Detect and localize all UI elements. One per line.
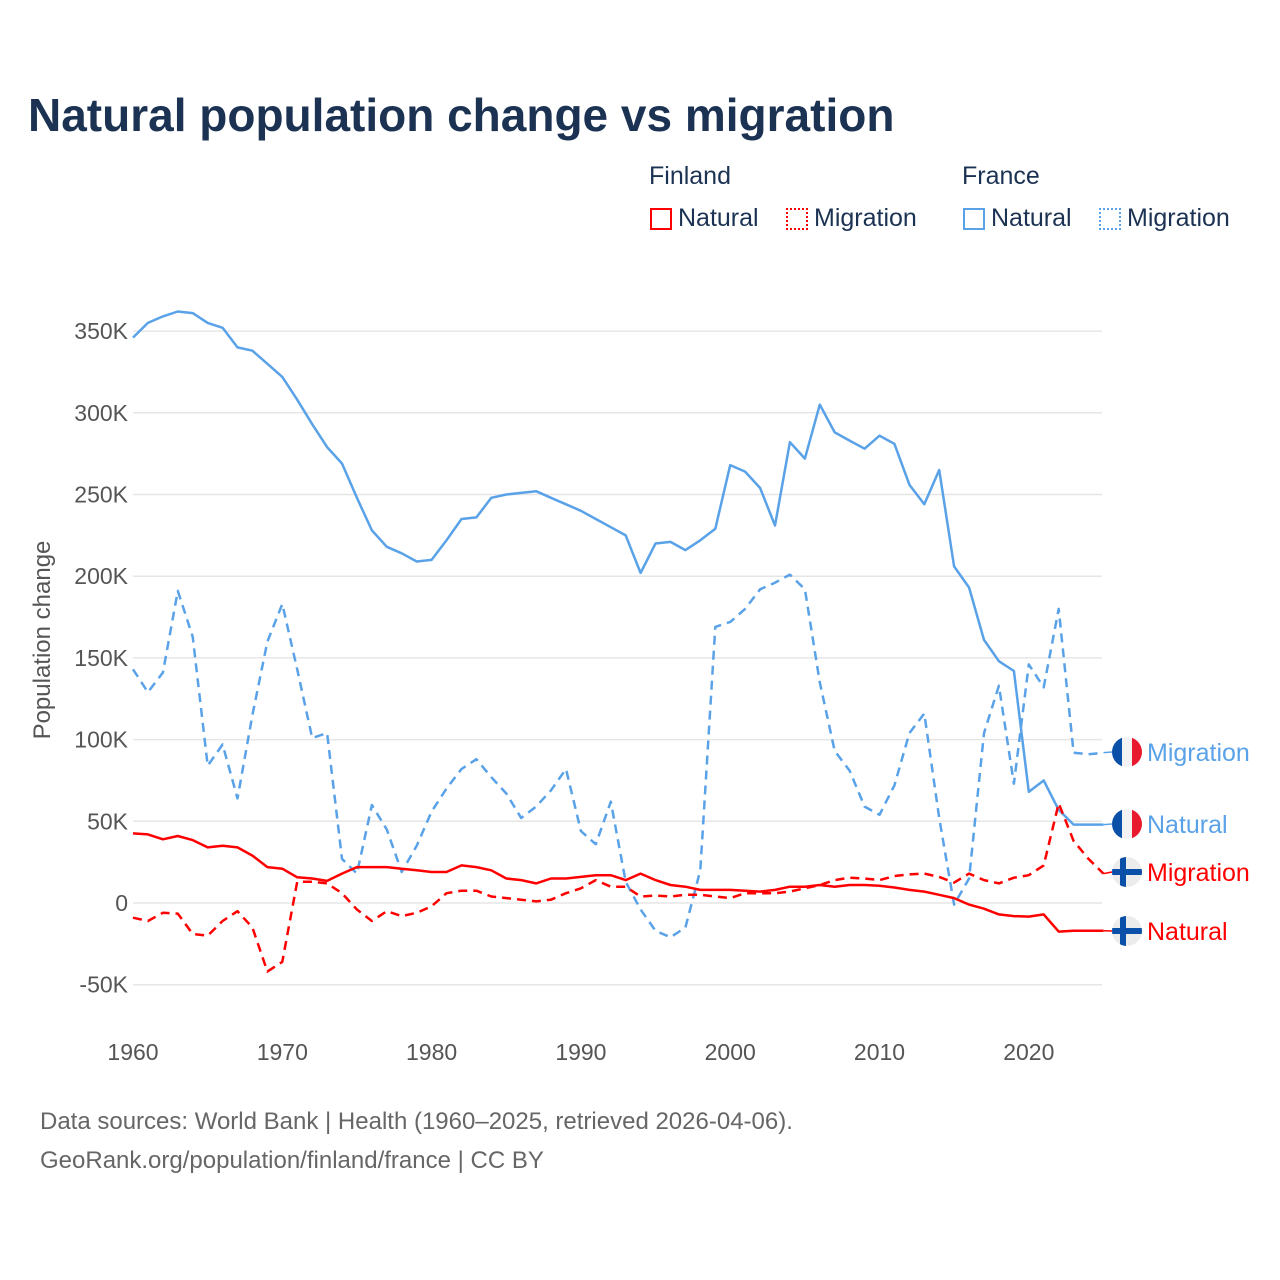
x-tick-label: 2010 (854, 1039, 905, 1065)
end-label: Migration (1147, 859, 1250, 887)
series-line-finland-migration (132, 802, 1105, 973)
leader-line (1103, 823, 1113, 826)
x-tick-label: 2000 (705, 1039, 756, 1065)
legend-label: Natural (678, 204, 759, 232)
y-axis-label: Population change (29, 541, 56, 740)
y-tick-label: 100K (74, 727, 128, 753)
flag-cross (1112, 928, 1142, 934)
x-tick-label: 1960 (107, 1039, 158, 1065)
x-tick-label: 1990 (555, 1039, 606, 1065)
solid-swatch-icon (650, 207, 672, 230)
y-tick-label: 250K (74, 482, 128, 508)
flag-stripe (1122, 809, 1132, 839)
footer-sources: Data sources: World Bank | Health (1960–… (40, 1108, 793, 1135)
end-label: Natural (1147, 918, 1228, 946)
finland-flag-icon (1112, 857, 1142, 887)
y-tick-label: 150K (74, 645, 128, 671)
y-tick-label: -50K (79, 972, 128, 998)
flag-body (1112, 809, 1142, 839)
france-flag-icon (1112, 737, 1142, 767)
legend-finland-migration[interactable]: Migration (786, 204, 917, 233)
finland-flag-icon (1112, 916, 1142, 946)
footer-link[interactable]: GeoRank.org/population/finland/france | … (40, 1147, 544, 1174)
solid-swatch-icon (963, 207, 985, 230)
series-line-france-migration (131, 573, 1104, 939)
legend-finland-natural[interactable]: Natural (650, 204, 759, 233)
y-tick-label: 50K (87, 808, 129, 834)
series-line-finland-natural (132, 832, 1104, 933)
flag-cross (1120, 857, 1126, 887)
end-label: Migration (1147, 739, 1250, 767)
y-tick-label: 350K (74, 318, 128, 344)
legend-france-natural[interactable]: Natural (963, 204, 1072, 233)
dotted-swatch-icon (786, 207, 808, 230)
legend-label: Natural (991, 204, 1072, 232)
x-tick-label: 1980 (406, 1039, 457, 1065)
legend-label: Migration (814, 204, 917, 232)
flag-stripe (1132, 737, 1142, 767)
y-tick-label: 300K (74, 400, 128, 426)
flag-stripe (1132, 809, 1142, 839)
flag-stripe (1112, 809, 1122, 839)
flag-stripe (1112, 737, 1122, 767)
legend-group-france: France (962, 162, 1040, 190)
france-flag-icon (1112, 809, 1142, 839)
flag-cross (1112, 869, 1142, 875)
flag-body (1112, 737, 1142, 767)
y-tick-label: 200K (74, 563, 128, 589)
flag-body (1112, 916, 1142, 946)
leader-line (1103, 751, 1113, 754)
end-label: Natural (1147, 811, 1228, 839)
series-line-france-natural (132, 310, 1104, 826)
dotted-swatch-icon (1099, 207, 1121, 230)
flag-body (1112, 857, 1142, 887)
flag-cross (1120, 916, 1126, 946)
legend-group-finland: Finland (649, 162, 731, 190)
x-tick-label: 2020 (1003, 1039, 1054, 1065)
y-tick-label: 0 (115, 890, 128, 916)
legend-france-migration[interactable]: Migration (1099, 204, 1230, 233)
leader-line (1103, 871, 1113, 875)
legend-label: Migration (1127, 204, 1230, 232)
chart-title: Natural population change vs migration (28, 89, 895, 141)
x-tick-label: 1970 (257, 1039, 308, 1065)
flag-stripe (1122, 737, 1132, 767)
